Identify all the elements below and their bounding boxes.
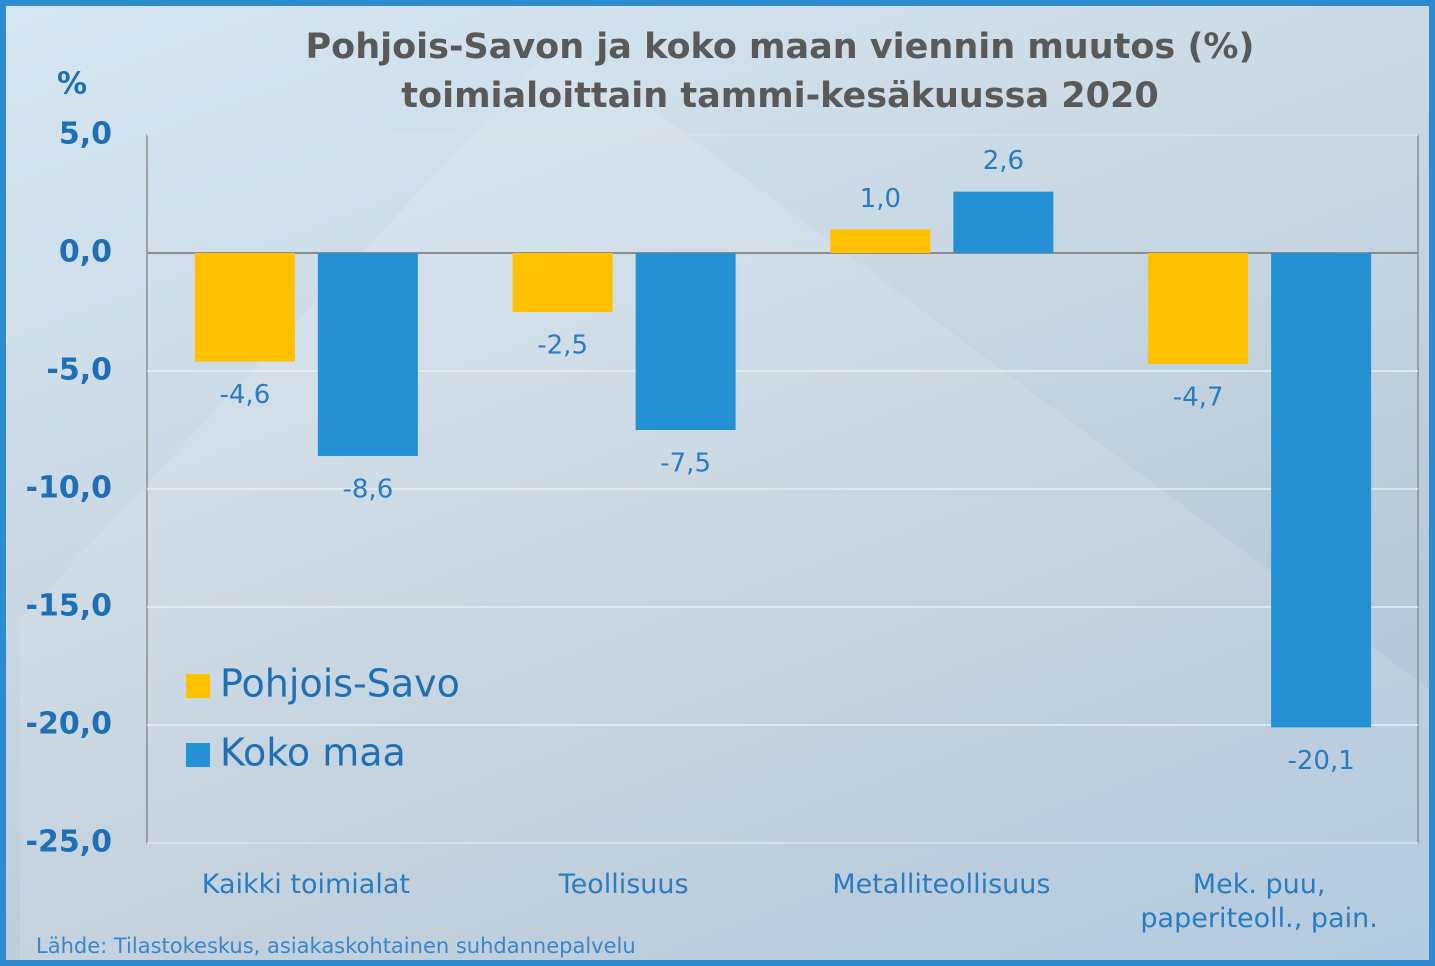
source-note: Lähde: Tilastokeskus, asiakaskohtainen s… <box>36 934 636 958</box>
legend-label: Koko maa <box>220 731 406 775</box>
bar <box>1148 253 1248 364</box>
data-label: -4,7 <box>1173 382 1224 412</box>
data-label: -20,1 <box>1287 746 1354 776</box>
data-label: -4,6 <box>220 380 271 410</box>
y-tick-label: -20,0 <box>26 707 112 742</box>
chart-title: Pohjois-Savon ja koko maan viennin muuto… <box>306 27 1255 67</box>
y-tick-label: 5,0 <box>59 117 112 152</box>
y-tick-label: -25,0 <box>26 825 112 860</box>
bar <box>636 253 736 430</box>
data-label: -7,5 <box>660 449 711 479</box>
bar <box>953 192 1053 253</box>
y-tick-label: 0,0 <box>59 235 112 270</box>
bar <box>318 253 418 456</box>
legend-swatch <box>186 674 210 698</box>
bar <box>513 253 613 312</box>
y-axis-label: % <box>57 67 87 102</box>
legend-swatch <box>186 743 210 767</box>
chart-frame: Pohjois-Savon ja koko maan viennin muuto… <box>0 0 1435 966</box>
legend-label: Pohjois-Savo <box>220 662 460 706</box>
x-tick-label: Metalliteollisuus <box>796 868 1086 902</box>
background-shape <box>20 40 1429 960</box>
y-tick-label: -15,0 <box>26 589 112 624</box>
data-label: -2,5 <box>537 331 588 361</box>
data-label: -8,6 <box>343 474 394 504</box>
bar <box>830 229 930 253</box>
y-tick-label: -10,0 <box>26 471 112 506</box>
x-tick-label: Teollisuus <box>479 868 769 902</box>
chart: Pohjois-Savon ja koko maan viennin muuto… <box>6 6 1429 960</box>
bar <box>195 253 295 362</box>
data-label: 2,6 <box>983 146 1024 176</box>
x-tick-label: Kaikki toimialat <box>161 868 451 902</box>
x-tick-label: Mek. puu, paperiteoll., pain. <box>1114 868 1404 936</box>
chart-subtitle: toimialoittain tammi-kesäkuussa 2020 <box>401 76 1158 116</box>
y-tick-label: -5,0 <box>46 353 112 388</box>
bar <box>1271 253 1371 727</box>
data-label: 1,0 <box>860 184 901 214</box>
